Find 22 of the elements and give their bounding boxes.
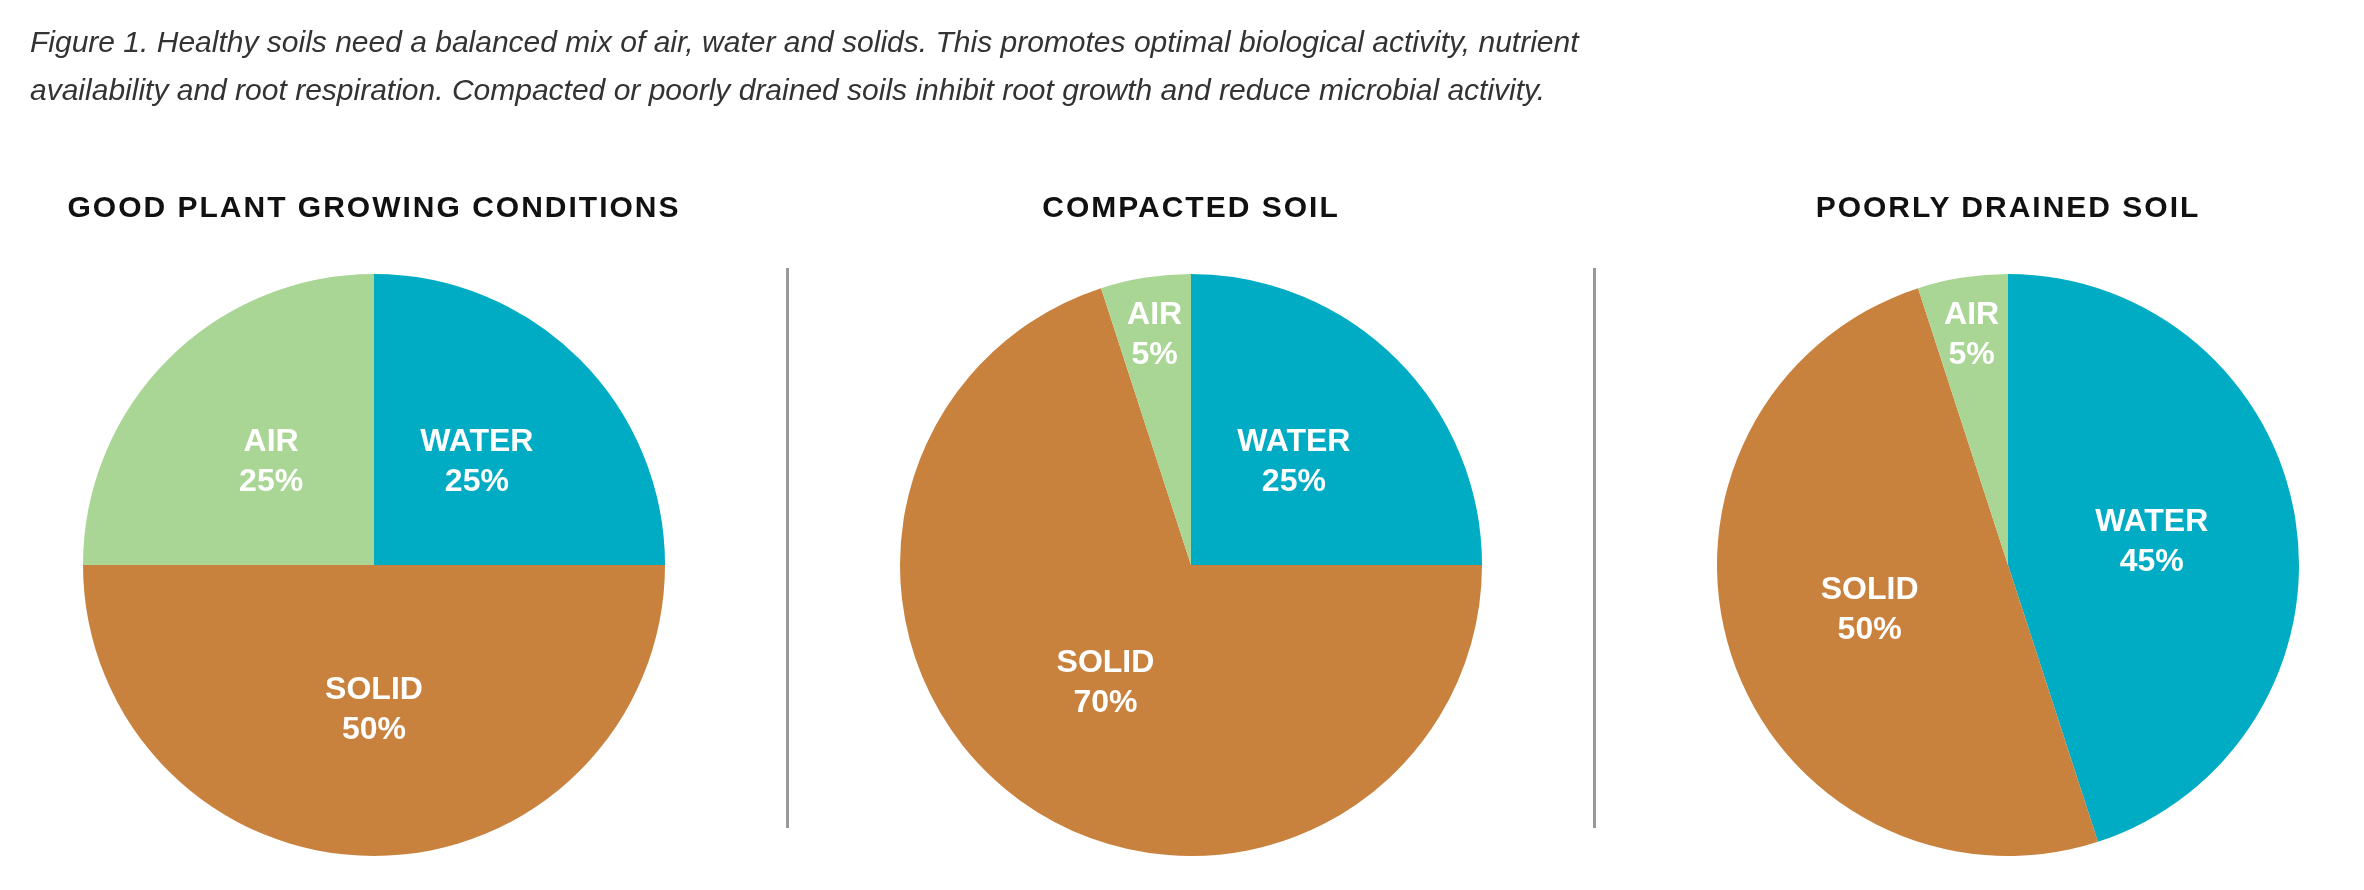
data-label: 5% — [1131, 334, 1178, 371]
data-label: 50% — [341, 710, 407, 747]
slice-label: AIR — [1127, 294, 1183, 331]
data-label: 45% — [2119, 542, 2184, 579]
slice-label: SOLID — [1056, 642, 1155, 679]
slice-label: AIR — [243, 421, 299, 458]
slice-label: AIR — [1944, 294, 2000, 331]
data-label: 50% — [1837, 609, 1902, 646]
data-label: 25% — [444, 461, 509, 498]
caption: Figure 1. Healthy soils need a balanced mix of air, water and solids. This promotes optimal biological activity, nutrient availability and root respiration. Compacted or poorly drained soils inhibit root growth and reduce microbial activity. — [30, 24, 1581, 108]
slice-label: SOLID — [1820, 569, 1919, 606]
chart-title: COMPACTED SOIL — [1041, 190, 1341, 225]
data-label: 5% — [1948, 334, 1995, 371]
slice-label: SOLID — [325, 670, 423, 707]
chart-title: GOOD PLANT GROWING CONDITIONS — [66, 190, 682, 225]
chart-title: POORLY DRAINED SOIL — [1814, 190, 2202, 225]
data-label: 25% — [1261, 461, 1326, 498]
data-label: 70% — [1073, 682, 1138, 719]
data-label: 25% — [239, 461, 304, 498]
slice-label: WATER — [420, 421, 534, 458]
slice-label: WATER — [2095, 502, 2209, 539]
slice-label: WATER — [1237, 421, 1351, 458]
